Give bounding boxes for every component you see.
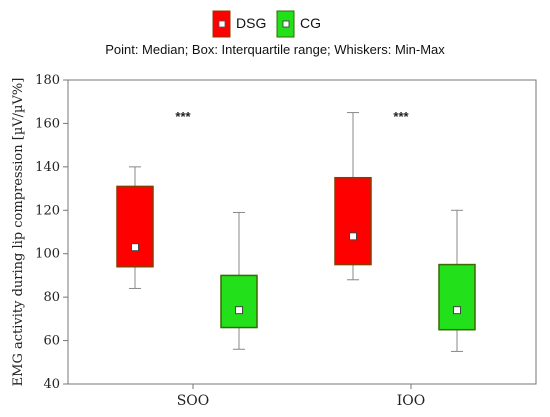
x-category-label-ioo: IOO (397, 393, 426, 409)
y-tick-label: 120 (35, 203, 60, 218)
chart-subtitle: Point: Median; Box: Interquartile range;… (105, 42, 445, 57)
median-marker (235, 306, 243, 315)
box-cg-soo (220, 211, 258, 350)
median-marker (349, 232, 357, 241)
y-tick-label: 80 (43, 290, 60, 305)
y-tick-label: 160 (35, 116, 60, 131)
x-category-label-soo: SOO (177, 393, 210, 409)
significance-annotation: *** (175, 109, 191, 124)
iqr-box (438, 263, 476, 331)
y-tick-label: 180 (35, 73, 60, 88)
y-tick-label: 40 (43, 377, 60, 392)
legend-marker-dsg (218, 20, 226, 28)
legend: DSG CG (212, 10, 321, 38)
iqr-box (220, 274, 258, 329)
median-marker (453, 306, 461, 315)
iqr-box (116, 185, 154, 268)
box-dsg-soo (116, 166, 154, 289)
box-dsg-ioo (334, 112, 372, 281)
y-axis-label: EMG activity during lip compression [µV/… (11, 78, 26, 387)
y-tick-label: 100 (35, 247, 60, 262)
box-group (116, 112, 476, 352)
annotation-group: *** *** (175, 109, 409, 124)
y-tick-label: 140 (35, 160, 60, 175)
y-axis-ticks: 40 60 80 100 120 140 160 180 (35, 73, 68, 392)
x-axis-categories: SOO IOO (177, 384, 426, 409)
y-tick-label: 60 (43, 334, 60, 349)
legend-label-dsg: DSG (236, 15, 266, 31)
median-marker (131, 243, 139, 252)
significance-annotation: *** (393, 109, 409, 124)
box-cg-ioo (438, 209, 476, 352)
iqr-box (334, 176, 372, 266)
plot-frame (67, 79, 537, 385)
legend-label-cg: CG (300, 15, 321, 31)
legend-marker-cg (282, 20, 290, 28)
